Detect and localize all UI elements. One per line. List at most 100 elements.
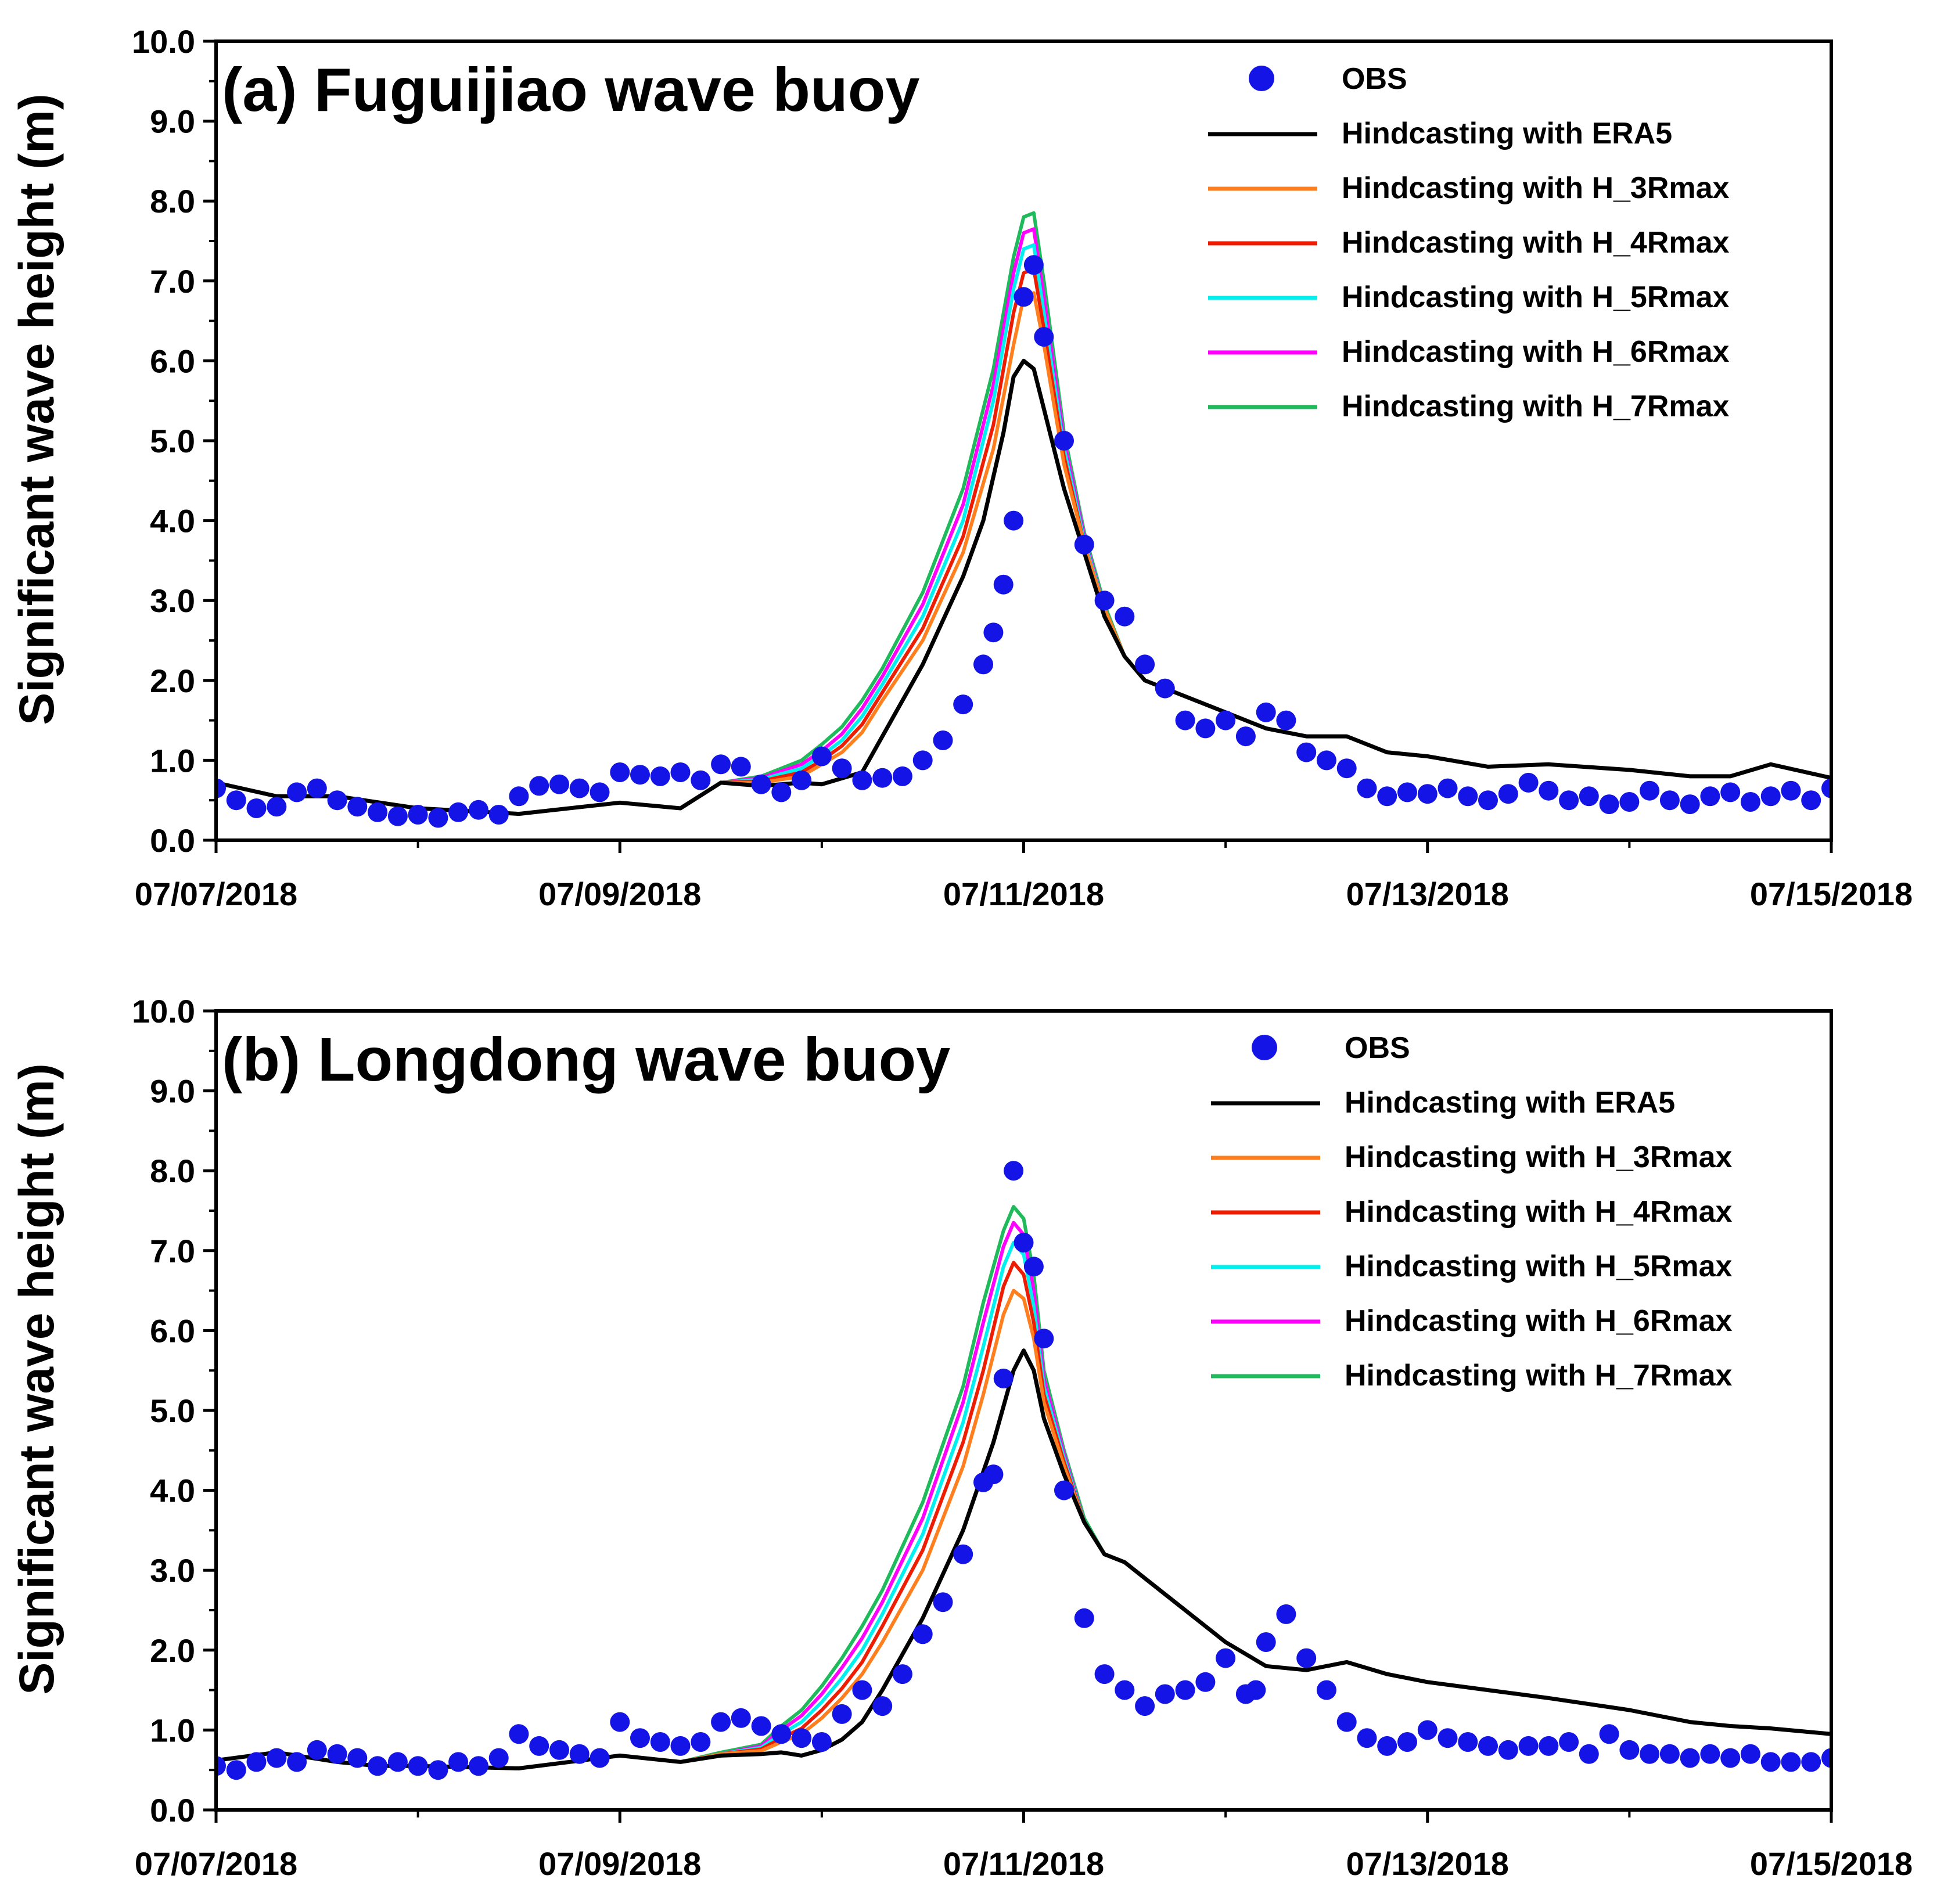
legend-label-era5: Hindcasting with ERA5 xyxy=(1342,117,1672,150)
obs-point xyxy=(630,765,650,785)
obs-point xyxy=(1074,534,1094,555)
obs-point xyxy=(993,1369,1014,1388)
obs-point xyxy=(711,1712,731,1732)
obs-point xyxy=(1256,702,1276,722)
obs-point xyxy=(832,758,852,779)
legend: OBS Hindcasting with ERA5 Hindcasting with… xyxy=(1208,62,1730,423)
obs-point xyxy=(953,694,973,715)
obs-point xyxy=(307,1740,327,1760)
legend-label-h6: Hindcasting with H_6Rmax xyxy=(1342,335,1730,369)
obs-point xyxy=(1579,1744,1599,1764)
obs-point xyxy=(1377,1736,1397,1756)
y-tick-label: 0.0 xyxy=(150,822,195,859)
obs-point xyxy=(1336,758,1357,779)
obs-point xyxy=(731,757,751,777)
obs-point xyxy=(1619,1740,1640,1760)
legend-label-h5: Hindcasting with H_5Rmax xyxy=(1345,1250,1733,1283)
obs-point xyxy=(468,1756,488,1776)
obs-point xyxy=(1760,786,1781,807)
obs-point xyxy=(1195,1672,1216,1692)
x-tick-label: 07/09/2018 xyxy=(538,876,701,912)
obs-point xyxy=(590,1748,610,1768)
obs-point xyxy=(468,800,488,820)
obs-point xyxy=(1821,1748,1831,1768)
y-tick-label: 4.0 xyxy=(150,503,195,539)
obs-point xyxy=(1659,790,1680,811)
obs-point xyxy=(811,746,832,766)
obs-point xyxy=(1599,794,1619,815)
obs-point xyxy=(1559,1732,1579,1752)
y-tick-label: 2.0 xyxy=(150,1632,195,1669)
obs-point xyxy=(973,654,993,675)
x-tick-label: 07/07/2018 xyxy=(135,876,297,912)
obs-point xyxy=(1478,790,1498,811)
obs-point xyxy=(1478,1736,1498,1756)
obs-point xyxy=(953,1544,973,1564)
obs-point xyxy=(771,782,792,802)
x-tick-label: 07/09/2018 xyxy=(538,1845,701,1882)
obs-point xyxy=(267,797,287,817)
obs-point xyxy=(549,774,569,794)
obs-point xyxy=(408,1756,428,1776)
obs-point xyxy=(892,766,912,786)
obs-point xyxy=(792,1728,812,1748)
y-tick-label: 1.0 xyxy=(150,1712,195,1748)
obs-point xyxy=(832,1704,852,1724)
obs-point xyxy=(670,762,691,782)
obs-point xyxy=(307,778,327,798)
obs-point xyxy=(1518,1736,1539,1756)
obs-point xyxy=(387,1752,408,1772)
obs-point xyxy=(368,1756,388,1776)
obs-point xyxy=(1155,678,1175,699)
x-tick-label: 07/15/2018 xyxy=(1750,876,1913,912)
obs-point xyxy=(428,808,448,828)
legend-label-h6: Hindcasting with H_6Rmax xyxy=(1345,1304,1733,1338)
obs-point xyxy=(368,802,388,822)
legend-label-h5: Hindcasting with H_5Rmax xyxy=(1342,280,1730,314)
obs-point xyxy=(1599,1724,1619,1744)
y-tick-label: 5.0 xyxy=(150,423,195,459)
obs-point xyxy=(1246,1680,1266,1700)
obs-point xyxy=(488,1748,509,1768)
y-tick-label: 9.0 xyxy=(150,103,195,140)
obs-point xyxy=(1801,1752,1821,1772)
obs-point xyxy=(852,1680,872,1700)
obs-point xyxy=(1559,790,1579,811)
obs-point xyxy=(852,770,872,790)
obs-point xyxy=(226,1760,246,1780)
x-tick-label: 07/07/2018 xyxy=(135,1845,297,1882)
obs-point xyxy=(1155,1684,1175,1704)
y-tick-label: 6.0 xyxy=(150,343,195,379)
obs-point xyxy=(1216,1648,1236,1668)
obs-point xyxy=(1256,1632,1276,1652)
obs-point xyxy=(1680,794,1700,815)
plot-area xyxy=(216,1161,1831,1780)
obs-point xyxy=(246,798,267,818)
legend-label-h7: Hindcasting with H_7Rmax xyxy=(1342,390,1730,423)
obs-point xyxy=(327,790,347,811)
obs-point xyxy=(1357,778,1377,798)
obs-point xyxy=(327,1744,347,1764)
obs-point xyxy=(1276,1604,1296,1624)
obs-point xyxy=(872,768,893,788)
obs-point xyxy=(1720,1748,1741,1768)
obs-point xyxy=(1700,1744,1720,1764)
legend-label-h4: Hindcasting with H_4Rmax xyxy=(1342,226,1730,260)
obs-point xyxy=(1781,780,1801,801)
legend-label-h4: Hindcasting with H_4Rmax xyxy=(1345,1195,1733,1229)
obs-point xyxy=(448,1752,469,1772)
obs-point xyxy=(1175,1680,1195,1700)
x-tick-label: 07/11/2018 xyxy=(943,1845,1104,1882)
y-tick-label: 8.0 xyxy=(150,1153,195,1189)
obs-point xyxy=(993,574,1014,595)
plot-frame xyxy=(214,1009,1833,1812)
obs-point xyxy=(1034,1329,1054,1349)
series-line-era5 xyxy=(216,358,1831,816)
obs-point xyxy=(912,750,933,771)
obs-point xyxy=(428,1760,448,1780)
obs-point xyxy=(1316,750,1336,771)
obs-point xyxy=(912,1624,933,1644)
obs-point xyxy=(872,1696,893,1716)
obs-point xyxy=(711,754,731,775)
obs-point xyxy=(892,1664,912,1685)
